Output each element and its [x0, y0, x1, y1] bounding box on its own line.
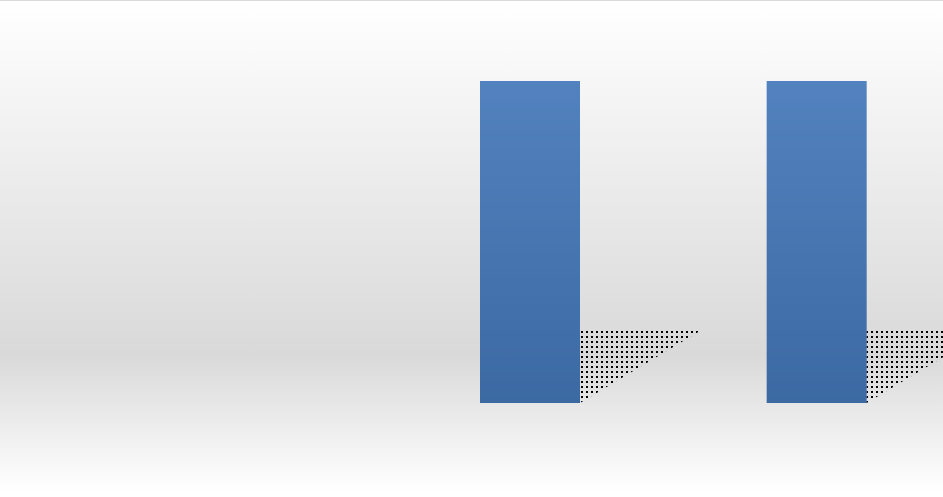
- bar: [766, 81, 867, 403]
- bar: [480, 81, 580, 403]
- bar-shadow: [580, 328, 705, 403]
- bar-shadow: [866, 328, 943, 403]
- bars-layer: [480, 81, 943, 403]
